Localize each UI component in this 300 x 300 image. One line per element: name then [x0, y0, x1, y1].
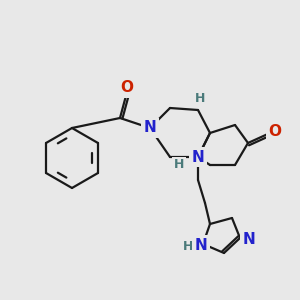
Text: N: N — [192, 149, 204, 164]
Text: H: H — [174, 158, 184, 172]
Text: H: H — [183, 239, 193, 253]
Text: O: O — [268, 124, 281, 139]
Text: O: O — [121, 80, 134, 95]
Text: N: N — [144, 121, 156, 136]
Text: N: N — [243, 232, 255, 247]
Text: N: N — [195, 238, 207, 253]
Text: H: H — [195, 92, 205, 104]
